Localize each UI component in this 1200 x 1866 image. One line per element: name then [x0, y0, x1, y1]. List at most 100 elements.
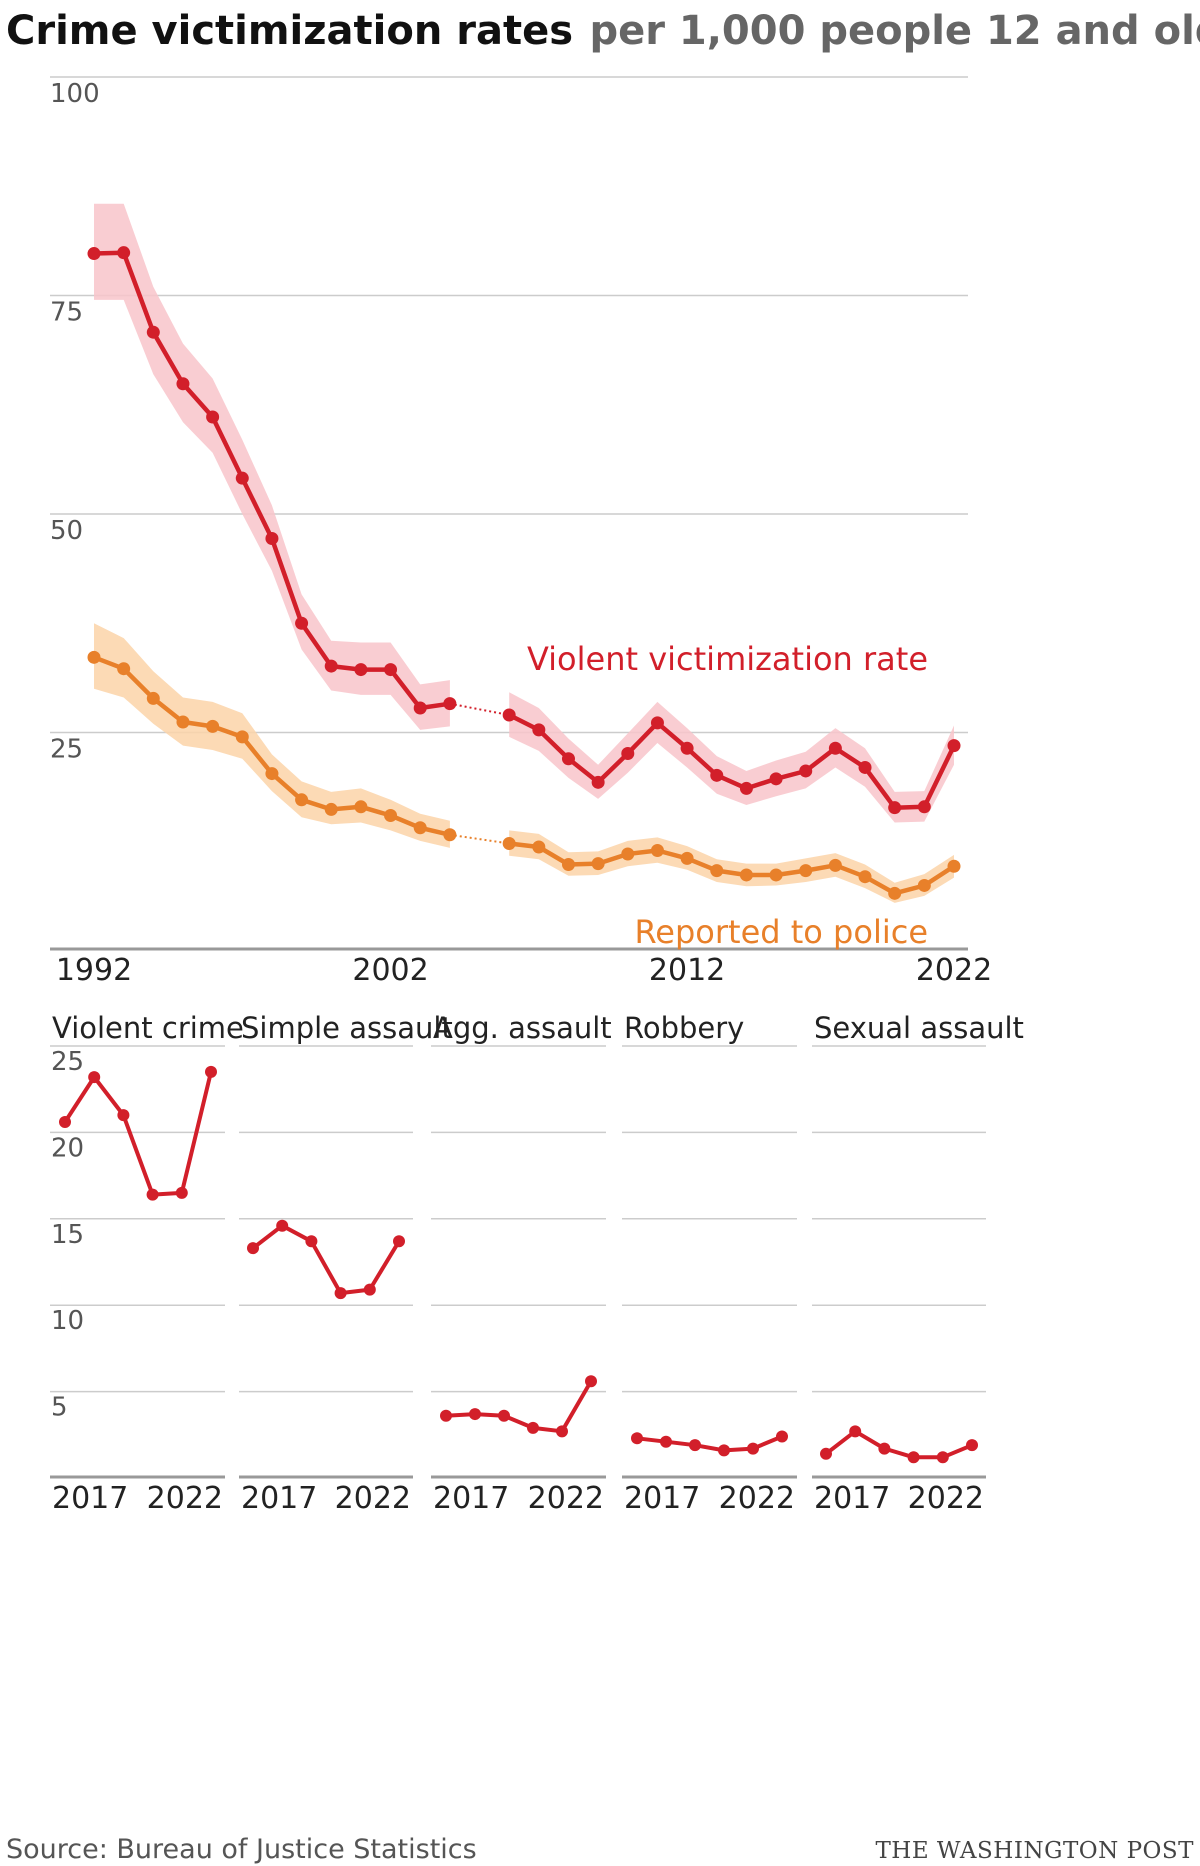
- panel-data-point: [334, 1287, 347, 1300]
- data-point: [591, 857, 605, 871]
- panel-line: [445, 1380, 593, 1434]
- y-tick-label: 5: [51, 1393, 68, 1423]
- x-tick-label: 2022: [528, 1481, 604, 1516]
- data-point: [235, 730, 249, 744]
- x-tick-label: 2022: [147, 1481, 223, 1516]
- panel-data-point: [556, 1425, 568, 1438]
- panel-title: Simple assault: [241, 1011, 453, 1045]
- panel-data-point: [966, 1439, 978, 1452]
- data-point: [265, 531, 279, 545]
- data-point: [502, 708, 516, 722]
- data-point: [117, 246, 131, 260]
- data-point: [591, 775, 605, 789]
- x-tick-label: 2012: [649, 953, 725, 988]
- x-tick-label: 2022: [916, 953, 992, 988]
- panel-line: [251, 1223, 401, 1296]
- x-tick-label: 2022: [719, 1481, 795, 1516]
- data-point: [354, 663, 368, 677]
- panel-data-point: [936, 1451, 949, 1464]
- data-point: [561, 752, 575, 766]
- source-note: Source: Bureau of Justice Statistics: [6, 1834, 477, 1865]
- data-point: [888, 886, 902, 900]
- panel-line: [636, 1434, 783, 1453]
- panel-title: Robbery: [624, 1011, 744, 1045]
- x-tick-label: 2017: [814, 1481, 890, 1516]
- confidence-band: [509, 830, 954, 903]
- y-tick-label: 10: [51, 1306, 84, 1336]
- data-point: [710, 864, 724, 878]
- panel-data-point: [631, 1432, 643, 1445]
- panel-data-point: [205, 1065, 217, 1078]
- small-multiple-panel: Agg. assault 2017 2022: [431, 1011, 612, 1516]
- data-point: [561, 857, 575, 871]
- panel-data-point: [247, 1242, 259, 1255]
- data-point: [888, 801, 902, 815]
- panel-data-point: [747, 1442, 759, 1455]
- data-point: [917, 878, 931, 892]
- data-point: [384, 809, 398, 823]
- chart-title: Crime victimization rates: [6, 8, 573, 54]
- data-point: [621, 746, 635, 760]
- series-label: Violent victimization rate: [527, 640, 928, 678]
- data-point: [828, 741, 842, 755]
- data-point: [947, 739, 961, 753]
- panel-data-point: [440, 1409, 452, 1422]
- data-point: [710, 768, 724, 782]
- data-point: [828, 858, 842, 872]
- series-line: [508, 841, 956, 896]
- data-point: [235, 471, 249, 485]
- y-tick-label: 25: [50, 735, 83, 765]
- data-point: [947, 859, 961, 873]
- data-point: [532, 840, 546, 854]
- y-tick-label: 20: [51, 1133, 84, 1163]
- small-multiple-panel: Simple assault 2017 2022: [239, 1011, 453, 1516]
- data-point: [146, 691, 160, 705]
- small-multiple-panel: Sexual assault 2017 2022: [812, 1011, 1024, 1516]
- chart-title-line: Crime victimization rates per 1,000 peop…: [6, 8, 1200, 54]
- credit-line: THE WASHINGTON POST: [875, 1838, 1194, 1864]
- series-label: Reported to police: [635, 913, 929, 951]
- data-point: [265, 767, 279, 781]
- panel-data-point: [527, 1421, 539, 1434]
- y-tick-label: 50: [50, 516, 83, 546]
- data-point: [769, 772, 783, 786]
- panel-data-point: [907, 1451, 920, 1464]
- x-tick-label: 2017: [433, 1481, 509, 1516]
- x-tick-label: 2022: [335, 1481, 411, 1516]
- panel-data-point: [820, 1447, 832, 1460]
- panel-line: [824, 1429, 973, 1460]
- panel-data-point: [776, 1430, 788, 1443]
- data-point: [146, 325, 160, 339]
- data-point: [87, 247, 101, 261]
- panel-title: Agg. assault: [433, 1011, 612, 1045]
- x-tick-label: 2002: [352, 953, 428, 988]
- data-point: [739, 781, 753, 795]
- data-point: [532, 723, 546, 737]
- panel-data-point: [393, 1235, 405, 1248]
- chart-subtitle: per 1,000 people 12 and older: [589, 8, 1200, 54]
- data-point: [176, 377, 190, 391]
- data-point: [799, 764, 813, 778]
- data-point: [917, 800, 931, 814]
- gap-connector: [449, 702, 510, 717]
- panel-data-point: [660, 1435, 672, 1448]
- x-tick-label: 2017: [624, 1481, 700, 1516]
- y-tick-label: 15: [51, 1220, 84, 1250]
- data-point: [413, 821, 427, 835]
- data-point: [324, 802, 338, 816]
- gap-connector: [449, 833, 510, 845]
- panel-data-point: [59, 1116, 71, 1129]
- panel-data-point: [878, 1442, 891, 1455]
- data-point: [117, 662, 131, 676]
- data-point: [858, 760, 872, 774]
- series-line: [93, 250, 451, 711]
- x-tick-label: 1992: [56, 953, 132, 988]
- main-line-chart: 100 75 50 25 1992 2002 2012 2022 Violent victimi…: [50, 76, 992, 988]
- panel-data-point: [585, 1375, 597, 1388]
- data-point: [384, 663, 398, 677]
- data-point: [680, 851, 694, 865]
- y-tick-label: 25: [51, 1047, 84, 1077]
- data-point: [799, 864, 813, 878]
